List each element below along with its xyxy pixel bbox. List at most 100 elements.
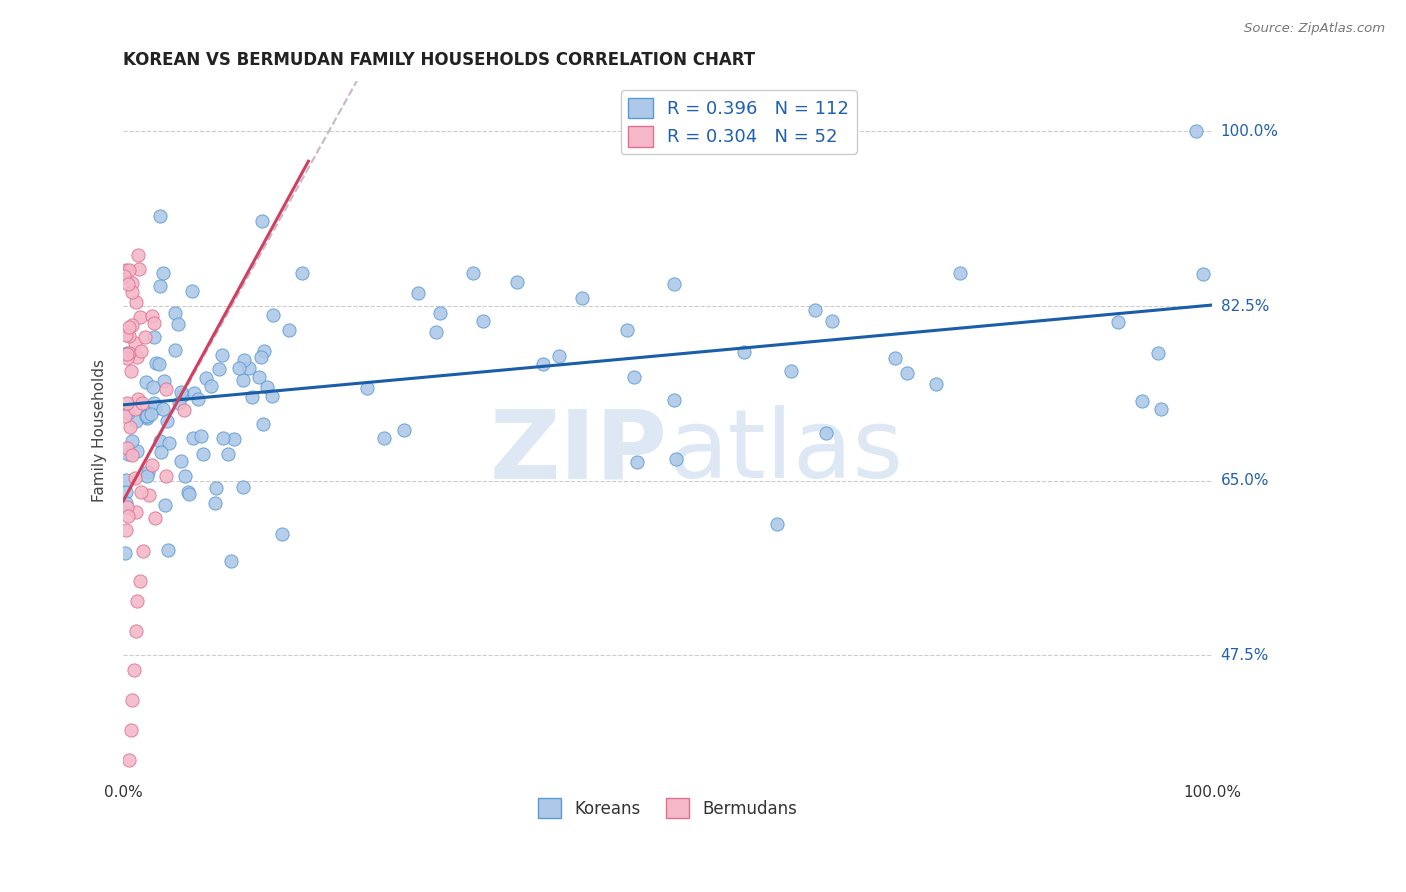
Point xyxy=(156,543,179,558)
Point xyxy=(121,318,143,332)
Point xyxy=(124,505,146,519)
Point xyxy=(115,500,138,515)
Point xyxy=(135,409,157,423)
Point xyxy=(129,344,152,359)
Point xyxy=(149,209,172,223)
Point xyxy=(925,377,948,392)
Point xyxy=(117,277,139,292)
Point xyxy=(115,485,138,500)
Point xyxy=(141,309,163,323)
Point xyxy=(814,426,837,441)
Point xyxy=(174,469,197,483)
Point xyxy=(1150,402,1173,417)
Point xyxy=(115,351,138,365)
Point xyxy=(167,317,190,331)
Point xyxy=(124,295,146,310)
Point xyxy=(821,314,844,328)
Point xyxy=(132,543,155,558)
Point xyxy=(125,414,148,428)
Point xyxy=(121,276,143,290)
Point xyxy=(115,347,138,361)
Point xyxy=(128,310,150,324)
Point xyxy=(142,396,165,410)
Point xyxy=(291,266,314,280)
Point xyxy=(429,306,451,320)
Point xyxy=(472,314,495,328)
Y-axis label: Family Households: Family Households xyxy=(93,359,107,502)
Point xyxy=(143,511,166,525)
Point xyxy=(356,381,378,395)
Point xyxy=(117,406,139,420)
Point xyxy=(506,275,529,289)
Point xyxy=(135,375,157,389)
Point xyxy=(252,343,274,358)
Point xyxy=(780,364,803,378)
Point xyxy=(120,723,142,738)
Point xyxy=(571,291,593,305)
Point xyxy=(170,384,193,399)
Point xyxy=(136,465,159,479)
Point xyxy=(187,392,209,406)
Point xyxy=(193,447,215,461)
Point xyxy=(150,445,173,459)
Point xyxy=(112,268,135,283)
Point xyxy=(143,330,166,344)
Point xyxy=(664,277,686,292)
Point xyxy=(155,498,177,512)
Point xyxy=(733,344,755,359)
Point xyxy=(425,325,447,339)
Point xyxy=(232,372,254,386)
Point xyxy=(115,473,138,487)
Point xyxy=(125,444,148,458)
Point xyxy=(406,285,429,300)
Point xyxy=(115,496,138,510)
Point xyxy=(228,361,250,376)
Point xyxy=(125,624,148,638)
Point xyxy=(1185,124,1208,138)
Point xyxy=(129,484,152,499)
Text: 82.5%: 82.5% xyxy=(1220,299,1268,313)
Point xyxy=(249,370,271,384)
Point xyxy=(270,527,292,541)
Point xyxy=(117,508,139,523)
Point xyxy=(118,345,141,359)
Point xyxy=(118,329,141,343)
Point xyxy=(141,458,163,473)
Point xyxy=(121,285,143,300)
Point xyxy=(252,417,274,431)
Point xyxy=(531,357,554,371)
Point xyxy=(121,434,143,448)
Point xyxy=(114,327,136,342)
Point xyxy=(145,356,167,370)
Point xyxy=(127,350,149,364)
Point xyxy=(616,323,638,337)
Text: ZIP: ZIP xyxy=(489,405,668,499)
Point xyxy=(212,431,235,445)
Point xyxy=(114,263,136,277)
Point xyxy=(138,488,160,502)
Point xyxy=(149,434,172,449)
Point xyxy=(626,455,648,469)
Point xyxy=(120,364,142,378)
Point xyxy=(155,382,177,396)
Point xyxy=(664,392,686,407)
Point xyxy=(217,447,239,461)
Point xyxy=(392,423,415,437)
Point xyxy=(114,409,136,423)
Point xyxy=(121,448,143,462)
Point xyxy=(250,350,273,364)
Point xyxy=(177,485,200,500)
Point xyxy=(665,452,688,467)
Point xyxy=(238,360,260,375)
Point xyxy=(177,486,200,500)
Point xyxy=(124,402,146,417)
Point xyxy=(153,374,176,388)
Point xyxy=(115,396,138,410)
Point xyxy=(143,401,166,416)
Legend: Koreans, Bermudans: Koreans, Bermudans xyxy=(531,792,804,824)
Text: 47.5%: 47.5% xyxy=(1220,648,1268,663)
Point xyxy=(128,262,150,277)
Point xyxy=(127,247,149,261)
Point xyxy=(181,431,204,445)
Point xyxy=(121,693,143,707)
